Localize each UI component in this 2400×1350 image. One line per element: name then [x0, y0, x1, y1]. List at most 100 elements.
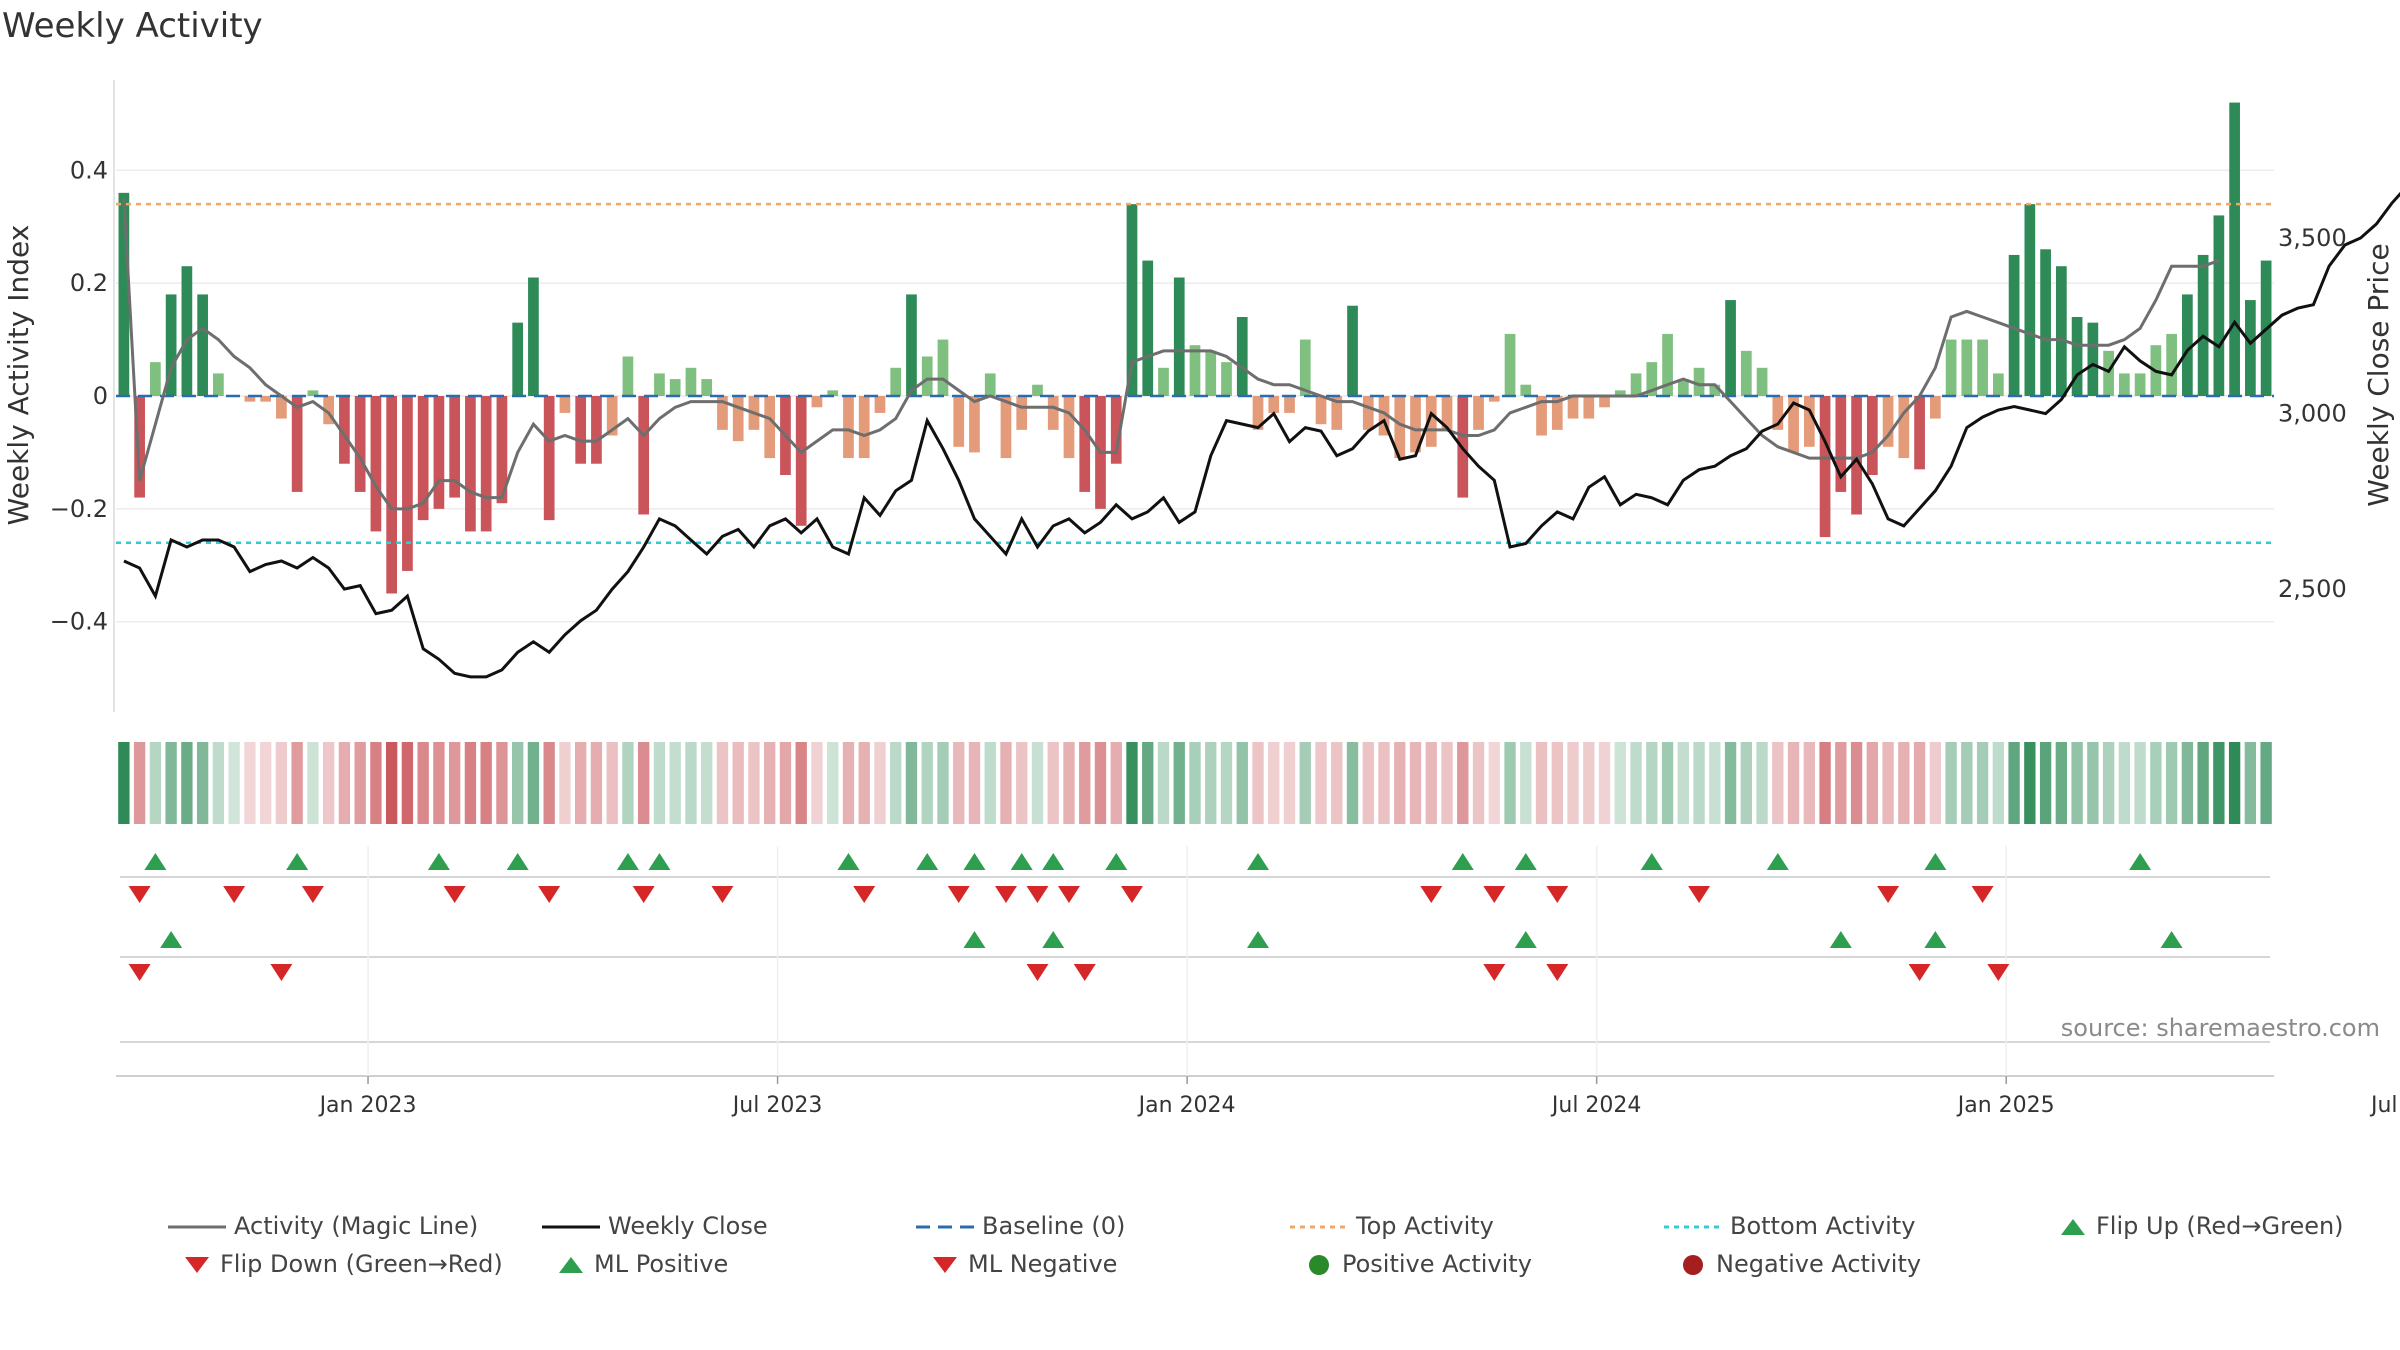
activity-bars — [118, 102, 2272, 594]
heat-cell — [984, 742, 996, 824]
x-tick-label: Jan 2023 — [318, 1093, 417, 1118]
flip-up-marker — [1640, 853, 1663, 870]
activity-bar — [575, 396, 587, 464]
heat-cell — [2102, 742, 2115, 824]
flip-down-marker — [853, 886, 876, 903]
flip-up-marker — [916, 853, 939, 870]
heat-cell — [1220, 742, 1233, 824]
heat-cell — [653, 742, 666, 824]
x-tick-label: Jul 2025 — [2369, 1093, 2400, 1118]
activity-bar — [1851, 396, 1862, 515]
activity-bar — [1032, 384, 1043, 396]
activity-bar — [480, 396, 492, 532]
activity-bar — [1394, 396, 1406, 459]
heat-cell — [1740, 742, 1752, 824]
heat-cell — [2134, 742, 2146, 824]
activity-bar — [213, 373, 224, 396]
dot-green-icon — [1309, 1255, 1329, 1275]
activity-bar — [244, 396, 256, 402]
heat-cell — [701, 742, 713, 824]
heat-cell — [1283, 742, 1296, 824]
activity-bar — [2213, 215, 2225, 396]
flip-up-marker — [2129, 853, 2152, 870]
flip-up-marker — [1042, 853, 1065, 870]
heat-cell — [2039, 742, 2052, 824]
activity-bar — [197, 294, 208, 396]
heat-cell — [433, 742, 445, 824]
heat-cell — [543, 742, 555, 824]
ml-negative-marker — [1483, 964, 1506, 981]
activity-bar — [1079, 396, 1091, 492]
heat-cell — [1583, 742, 1595, 824]
heat-cell — [1787, 742, 1800, 824]
triangle-down-icon — [185, 1257, 209, 1273]
flip-down-marker — [301, 886, 324, 903]
y-tick-label: 0.4 — [70, 156, 108, 184]
legend-ml-pos: ML Positive — [556, 1250, 728, 1278]
heat-cell — [1866, 742, 1878, 824]
activity-bar — [1378, 396, 1390, 436]
activity-bar — [1504, 333, 1516, 396]
y2-tick-label: 3,000 — [2278, 400, 2347, 428]
heat-cell — [905, 742, 918, 824]
x-tick-label: Jul 2023 — [731, 1093, 823, 1118]
activity-bar — [417, 396, 429, 521]
heat-cell — [1945, 742, 1957, 824]
flip-down-marker — [632, 886, 655, 903]
activity-bar — [2008, 254, 2020, 396]
activity-bar — [1016, 396, 1028, 430]
heat-cell — [1488, 742, 1500, 824]
legend-ml-neg: ML Negative — [930, 1250, 1117, 1278]
flip-down-marker — [223, 886, 246, 903]
x-axis: Jan 2023 Jul 2023 Jan 2024 Jul 2024 Jan 2025… — [318, 1076, 2400, 1118]
ml-positive-marker — [1042, 931, 1065, 948]
activity-bar — [969, 396, 980, 453]
activity-bar — [732, 396, 744, 442]
activity-bar — [402, 396, 413, 571]
y2-tick-label: 3,500 — [2278, 224, 2347, 252]
activity-bar — [2040, 249, 2051, 396]
activity-bar — [1205, 350, 1217, 396]
activity-bar — [1788, 396, 1799, 453]
activity-bar — [1567, 396, 1579, 419]
activity-bar — [291, 396, 303, 492]
heat-cell — [1157, 742, 1170, 824]
activity-bar — [622, 356, 634, 396]
heat-cell — [1079, 742, 1091, 824]
activity-bar — [1441, 396, 1453, 430]
baseline-icon — [916, 1225, 974, 1229]
legend-pos-act: Positive Activity — [1304, 1250, 1532, 1278]
heat-cell — [1772, 742, 1784, 824]
activity-bar — [1236, 317, 1248, 396]
flip-up-marker — [616, 853, 639, 870]
flip-down-marker — [1688, 886, 1711, 903]
activity-bar — [1803, 396, 1815, 447]
heat-cell — [795, 742, 807, 824]
x-tick-label: Jul 2024 — [1550, 1093, 1642, 1118]
heat-cell — [811, 742, 823, 824]
heat-cell — [291, 742, 303, 824]
activity-bar — [1142, 260, 1154, 396]
activity-bar — [1000, 396, 1012, 459]
y-axis-label: Weekly Activity Index — [2, 225, 35, 526]
activity-bar — [906, 294, 917, 396]
activity-bar — [701, 379, 713, 396]
heat-cell — [1835, 742, 1847, 824]
activity-bar — [984, 373, 996, 396]
x-tick-label: Jan 2025 — [1956, 1093, 2055, 1118]
legend-top: Top Activity — [1290, 1212, 1494, 1240]
activity-bar — [1488, 396, 1500, 402]
activity-bar — [1992, 373, 2004, 396]
heat-cell — [1031, 742, 1044, 824]
activity-bar — [559, 396, 571, 413]
heat-cell — [1205, 742, 1217, 824]
heat-cell — [968, 742, 981, 824]
activity-bar — [1047, 396, 1059, 430]
series-lines — [116, 191, 2400, 679]
heat-cell — [1520, 742, 1532, 824]
activity-bar — [528, 277, 539, 396]
heat-cell — [2181, 742, 2194, 824]
heat-cell — [212, 742, 225, 824]
activity-bar — [638, 396, 650, 515]
heat-cell — [1142, 742, 1154, 824]
